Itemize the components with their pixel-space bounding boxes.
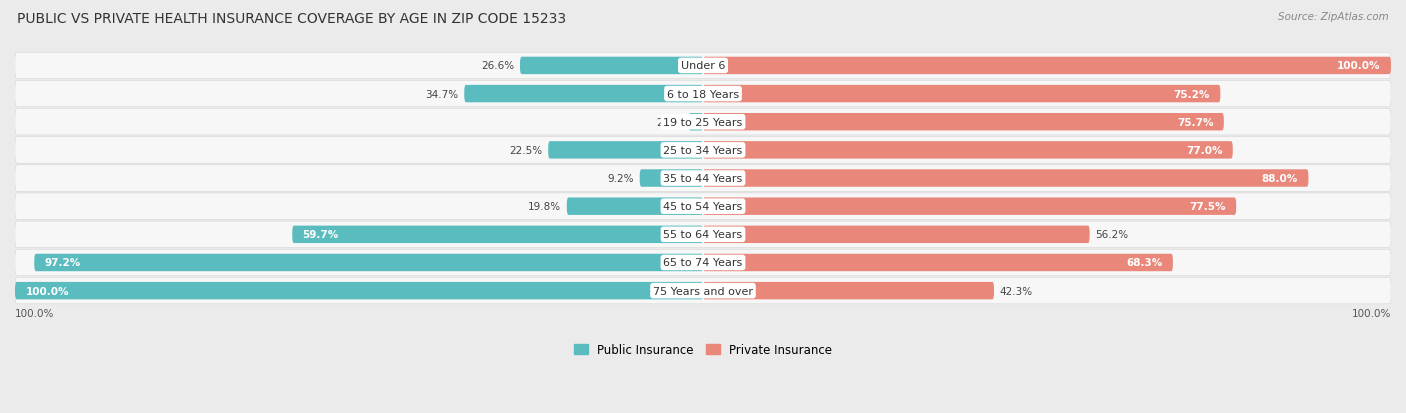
FancyBboxPatch shape [464,85,703,103]
FancyBboxPatch shape [703,282,994,300]
FancyBboxPatch shape [15,137,1391,164]
FancyBboxPatch shape [15,193,1391,220]
FancyBboxPatch shape [15,81,1391,107]
Text: 100.0%: 100.0% [25,286,69,296]
Text: 2.1%: 2.1% [657,117,683,128]
Text: 88.0%: 88.0% [1261,173,1298,184]
FancyBboxPatch shape [689,114,703,131]
FancyBboxPatch shape [703,57,1391,75]
Text: 19 to 25 Years: 19 to 25 Years [664,117,742,128]
FancyBboxPatch shape [15,221,1391,248]
Text: 100.0%: 100.0% [1337,61,1381,71]
Text: 75.7%: 75.7% [1177,117,1213,128]
Text: 25 to 34 Years: 25 to 34 Years [664,145,742,156]
FancyBboxPatch shape [15,282,703,300]
Text: 6 to 18 Years: 6 to 18 Years [666,89,740,100]
Text: 65 to 74 Years: 65 to 74 Years [664,258,742,268]
Text: 100.0%: 100.0% [1351,308,1391,318]
Legend: Public Insurance, Private Insurance: Public Insurance, Private Insurance [569,338,837,361]
Text: 22.5%: 22.5% [509,145,543,156]
FancyBboxPatch shape [703,142,1233,159]
FancyBboxPatch shape [15,249,1391,276]
FancyBboxPatch shape [703,226,1090,244]
FancyBboxPatch shape [703,198,1236,216]
FancyBboxPatch shape [703,85,1220,103]
Text: 42.3%: 42.3% [1000,286,1032,296]
Text: 77.5%: 77.5% [1189,202,1226,212]
FancyBboxPatch shape [567,198,703,216]
FancyBboxPatch shape [15,165,1391,192]
Text: 55 to 64 Years: 55 to 64 Years [664,230,742,240]
Text: 59.7%: 59.7% [302,230,339,240]
Text: 75.2%: 75.2% [1174,89,1211,100]
Text: 68.3%: 68.3% [1126,258,1163,268]
Text: 100.0%: 100.0% [15,308,55,318]
FancyBboxPatch shape [703,170,1309,188]
Text: 45 to 54 Years: 45 to 54 Years [664,202,742,212]
Text: 56.2%: 56.2% [1095,230,1128,240]
Text: 34.7%: 34.7% [426,89,458,100]
FancyBboxPatch shape [703,254,1173,272]
Text: 19.8%: 19.8% [529,202,561,212]
FancyBboxPatch shape [292,226,703,244]
Text: 97.2%: 97.2% [45,258,80,268]
FancyBboxPatch shape [34,254,703,272]
Text: Under 6: Under 6 [681,61,725,71]
FancyBboxPatch shape [15,109,1391,135]
FancyBboxPatch shape [703,114,1223,131]
Text: 26.6%: 26.6% [481,61,515,71]
FancyBboxPatch shape [15,53,1391,79]
Text: Source: ZipAtlas.com: Source: ZipAtlas.com [1278,12,1389,22]
Text: 35 to 44 Years: 35 to 44 Years [664,173,742,184]
FancyBboxPatch shape [640,170,703,188]
FancyBboxPatch shape [15,278,1391,304]
Text: 75 Years and over: 75 Years and over [652,286,754,296]
Text: 77.0%: 77.0% [1185,145,1222,156]
Text: 9.2%: 9.2% [607,173,634,184]
Text: PUBLIC VS PRIVATE HEALTH INSURANCE COVERAGE BY AGE IN ZIP CODE 15233: PUBLIC VS PRIVATE HEALTH INSURANCE COVER… [17,12,567,26]
FancyBboxPatch shape [520,57,703,75]
FancyBboxPatch shape [548,142,703,159]
